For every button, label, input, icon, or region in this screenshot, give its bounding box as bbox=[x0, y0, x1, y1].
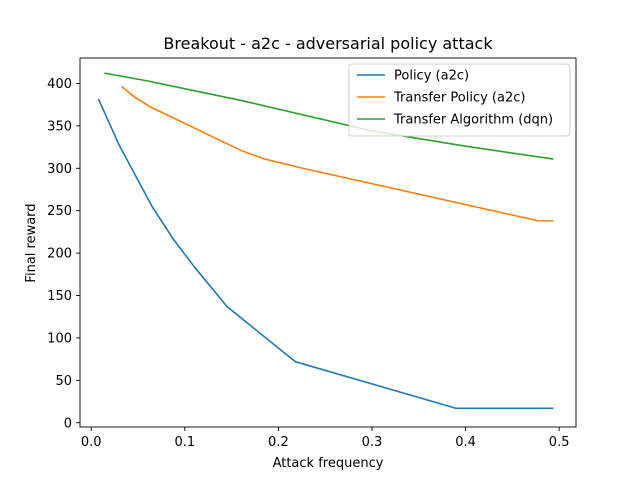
y-tick-label: 200 bbox=[47, 247, 72, 262]
legend-label-1: Policy (a2c) bbox=[394, 69, 469, 84]
series-line-1 bbox=[97, 98, 554, 410]
y-tick-label: 50 bbox=[55, 374, 72, 389]
x-axis-title: Attack frequency bbox=[273, 456, 384, 471]
legend-label-3: Transfer Algorithm (dqn) bbox=[393, 113, 553, 128]
series-line-3 bbox=[104, 72, 554, 160]
y-axis-title: Final reward bbox=[24, 203, 39, 282]
plot-area bbox=[79, 57, 577, 428]
y-tick-label: 100 bbox=[47, 331, 72, 346]
y-axis: 0 50 100 150 200 250 300 350 400 bbox=[47, 77, 80, 431]
series-line-2 bbox=[120, 85, 554, 222]
y-tick-label: 300 bbox=[47, 162, 72, 177]
x-tick-label: 0.2 bbox=[268, 435, 289, 450]
y-tick-label: 150 bbox=[47, 289, 72, 304]
x-tick-label: 0.1 bbox=[174, 435, 195, 450]
x-tick-label: 0.3 bbox=[362, 435, 383, 450]
series-group bbox=[97, 72, 554, 410]
x-tick-label: 0.0 bbox=[81, 435, 102, 450]
y-tick-label: 250 bbox=[47, 204, 72, 219]
legend-label-2: Transfer Policy (a2c) bbox=[393, 91, 525, 106]
legend: Policy (a2c) Transfer Policy (a2c) Transfe… bbox=[348, 63, 571, 137]
x-tick-label: 0.4 bbox=[455, 435, 476, 450]
chart-title: Breakout - a2c - adversarial policy atta… bbox=[163, 34, 493, 53]
y-tick-label: 0 bbox=[64, 416, 72, 431]
y-tick-label: 400 bbox=[47, 77, 72, 92]
x-axis: 0.0 0.1 0.2 0.3 0.4 0.5 bbox=[81, 427, 570, 450]
y-tick-label: 350 bbox=[47, 119, 72, 134]
x-tick-label: 0.5 bbox=[549, 435, 570, 450]
plot-frame bbox=[79, 57, 577, 428]
legend-box bbox=[348, 63, 571, 137]
